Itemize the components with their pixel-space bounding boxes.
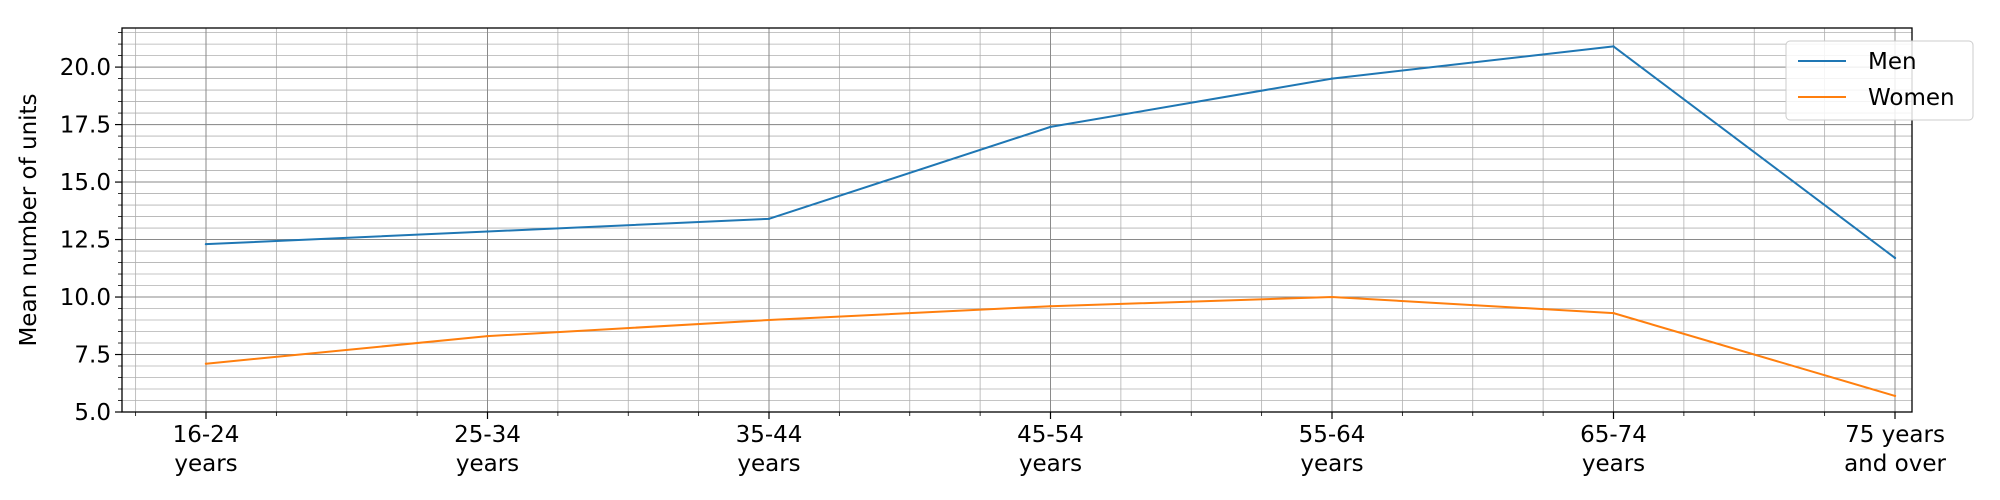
y-tick-label: 10.0 — [60, 285, 111, 311]
data-point — [767, 217, 771, 221]
x-tick-label: 35-44 — [736, 422, 803, 448]
x-tick-label: years — [1019, 451, 1082, 477]
x-tick-label: years — [737, 451, 800, 477]
data-point — [1049, 305, 1052, 308]
data-point — [1330, 295, 1334, 299]
y-axis-title: Mean number of units — [16, 93, 42, 346]
x-tick-label: years — [1300, 451, 1363, 477]
x-tick-label: 25-34 — [454, 422, 521, 448]
y-tick-label: 5.0 — [74, 400, 111, 426]
data-point — [1330, 77, 1334, 80]
x-tick-label: and over — [1844, 451, 1946, 477]
data-point — [767, 318, 771, 322]
legend: Men Women — [1785, 40, 1974, 121]
y-axis: 5.0 7.5 10.0 12.5 15.0 17.5 20.0 — [60, 32, 122, 426]
y-tick-label: 15.0 — [60, 170, 111, 196]
data-point — [1893, 256, 1897, 260]
data-point — [1049, 125, 1052, 129]
x-tick-label: years — [174, 451, 237, 477]
y-tick-label: 7.5 — [74, 343, 111, 369]
y-tick-label: 17.5 — [60, 113, 111, 139]
data-point — [204, 242, 208, 246]
y-tick-label: 12.5 — [60, 228, 111, 254]
series-layer — [204, 45, 1897, 398]
data-point — [1893, 394, 1897, 398]
legend-label: Women — [1868, 85, 1955, 111]
legend-label: Men — [1868, 49, 1917, 75]
x-tick-label: years — [456, 451, 519, 477]
x-tick-label: 16-24 — [173, 422, 240, 448]
data-point — [1612, 45, 1615, 48]
plot-frame — [121, 27, 1913, 413]
x-tick-label: 75 years — [1845, 422, 1945, 448]
data-point — [486, 334, 489, 338]
x-tick-label: years — [1582, 451, 1645, 477]
x-axis: 16-24 years 25-34 years 35-44 years 45-54 years… — [135, 412, 1946, 477]
data-point — [204, 362, 208, 365]
x-tick-label: 65-74 — [1580, 422, 1647, 448]
x-tick-label: 45-54 — [1017, 422, 1084, 448]
y-tick-label: 20.0 — [60, 55, 111, 81]
data-point — [486, 230, 489, 233]
major-gridlines — [122, 28, 1912, 413]
x-tick-label: 55-64 — [1299, 422, 1366, 448]
data-point — [1612, 311, 1615, 315]
